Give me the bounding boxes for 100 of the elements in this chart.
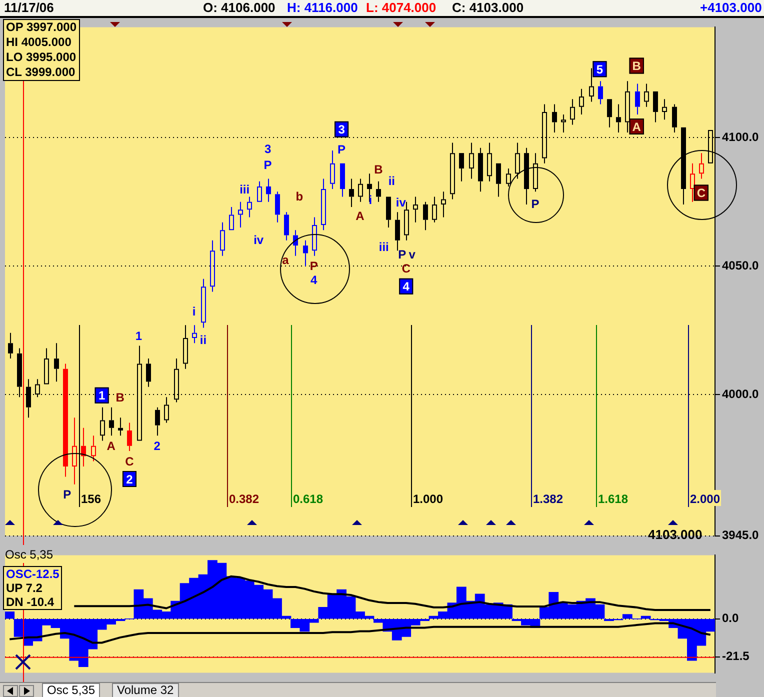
annotation: 2.000 [690, 492, 720, 506]
text: H: 4116.000 [287, 0, 358, 16]
text: L: 4074.000 [366, 0, 436, 16]
annotation: 0.382 [229, 492, 260, 506]
candlestick [598, 81, 603, 104]
candlestick [672, 104, 677, 133]
annotation: P [398, 248, 406, 262]
candlestick [275, 192, 280, 222]
candlestick [118, 418, 123, 436]
annotation: 2 [126, 472, 134, 486]
annotation: 0.618 [293, 492, 324, 506]
candlestick [192, 325, 197, 344]
candlestick [607, 99, 612, 128]
annotation: A [632, 120, 642, 134]
annotation: 1.000 [413, 492, 444, 506]
candlestick [561, 114, 566, 133]
annotation: 1 [135, 329, 142, 344]
annotation: P [531, 196, 540, 211]
candlestick [127, 422, 132, 452]
candlestick [72, 418, 77, 484]
annotation: i [192, 304, 196, 318]
candlestick [229, 207, 234, 230]
text: O: 4106.000 [203, 0, 276, 16]
text: C: 4103.000 [452, 0, 524, 16]
annotation: i [368, 193, 372, 208]
candlestick [349, 178, 354, 208]
candlestick [63, 364, 68, 477]
candlestick [690, 163, 695, 202]
candlestick [312, 217, 317, 256]
candlestick [330, 150, 335, 190]
annotation: P [63, 488, 72, 502]
candlestick [44, 348, 49, 384]
candlestick [496, 163, 501, 197]
annotation: a [282, 253, 290, 268]
annotation: ii [200, 333, 207, 348]
candlestick [681, 127, 686, 204]
candlestick [570, 99, 575, 125]
annotation: iii [378, 240, 389, 254]
candlestick [321, 178, 326, 230]
candlestick [404, 202, 409, 240]
candlestick [284, 212, 289, 240]
candlestick [413, 196, 418, 222]
annotation: 5 [596, 62, 604, 76]
candlestick [303, 240, 308, 266]
annotation: OSC-12.5 [6, 567, 60, 581]
annotation: P [264, 158, 272, 172]
annotation: A [106, 438, 116, 453]
annotation: 1.382 [533, 492, 564, 506]
candlestick [238, 202, 243, 228]
candlestick [506, 168, 511, 186]
annotation: b [296, 189, 304, 204]
candlestick [220, 222, 225, 256]
candlestick [579, 88, 584, 115]
candlestick [376, 181, 381, 202]
text: Osc 5,35 [42, 683, 100, 697]
candlestick [699, 153, 704, 179]
candlestick [247, 196, 252, 218]
candlestick [109, 407, 114, 436]
annotation: B [116, 390, 125, 405]
candlestick [210, 240, 215, 292]
annotation: 2 [154, 438, 161, 453]
annotation: C [125, 454, 134, 468]
candlestick [395, 212, 400, 251]
text: 11/17/06 [4, 0, 54, 16]
y-tick-label: 4050.0 [722, 258, 760, 272]
candlestick [257, 181, 262, 202]
candlestick [644, 84, 649, 107]
y-tick-label: 0.0 [722, 611, 740, 626]
candlestick [164, 397, 169, 423]
annotation: B [632, 59, 642, 74]
chart-title: Osc 5,35 [5, 547, 54, 562]
text: Volume 32 [112, 683, 179, 697]
annotation: B [374, 162, 384, 177]
candlestick [653, 91, 658, 122]
candlestick [616, 104, 621, 133]
candlestick [533, 153, 538, 192]
candlestick [478, 148, 483, 192]
annotation: HI 4005.000 [6, 35, 72, 50]
annotation: LO 3995.000 [6, 50, 77, 65]
annotation: DN -10.4 [6, 595, 56, 609]
candlestick [146, 358, 151, 387]
candlestick [137, 346, 142, 441]
candlestick [340, 163, 345, 197]
candlestick [524, 148, 529, 204]
candlestick [662, 99, 667, 120]
annotation: C [696, 186, 706, 200]
candlestick [266, 178, 271, 202]
annotation: 156 [81, 492, 102, 506]
annotation: ii [388, 174, 395, 188]
candlestick [183, 325, 188, 369]
annotation: 4 [402, 280, 410, 294]
annotation: P [338, 142, 346, 157]
candlestick [450, 142, 455, 200]
candlestick [8, 332, 13, 359]
candlestick [441, 192, 446, 218]
annotation: CL 3999.000 [6, 65, 76, 80]
annotation: 1.618 [598, 492, 628, 506]
annotation: A [356, 209, 365, 224]
candlestick [201, 278, 206, 328]
annotation: iii [240, 182, 250, 197]
